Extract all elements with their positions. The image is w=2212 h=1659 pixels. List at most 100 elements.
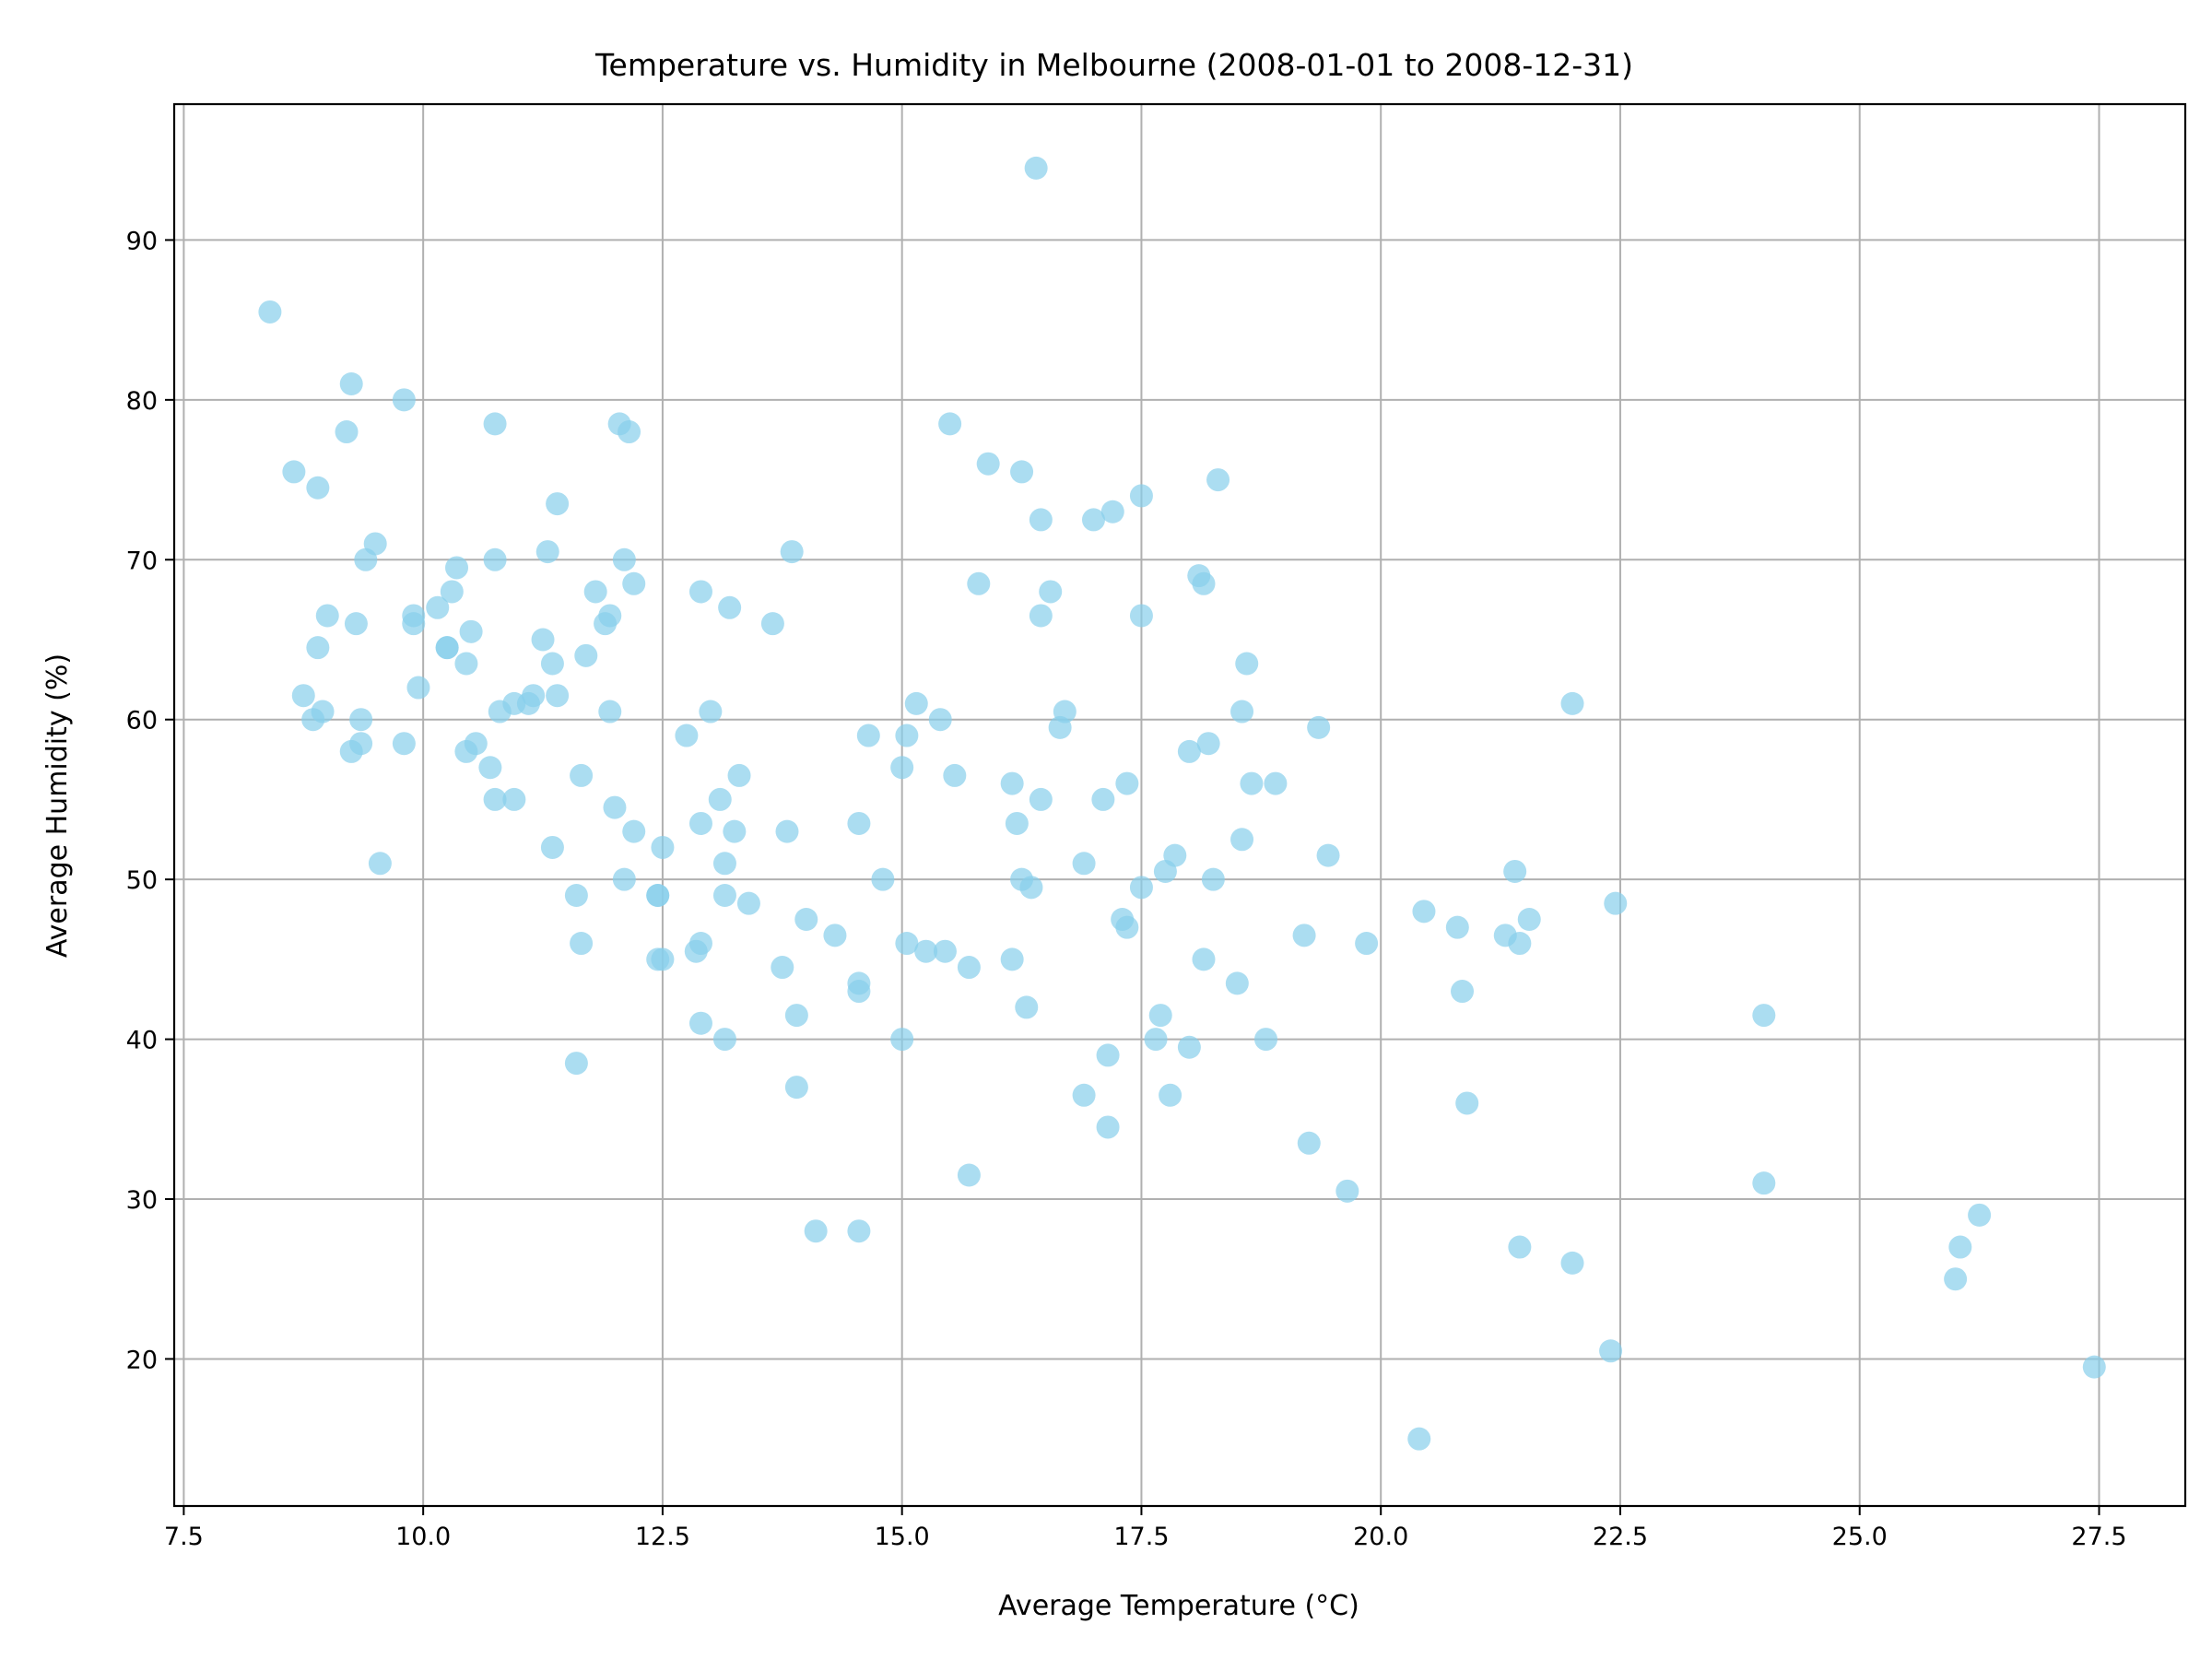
data-point	[847, 811, 871, 835]
data-point	[712, 1028, 736, 1052]
data-point	[483, 787, 507, 811]
y-tick-label: 90	[126, 227, 158, 255]
data-point	[871, 867, 895, 891]
data-point	[349, 708, 373, 732]
x-tick-label: 10.0	[395, 1523, 451, 1551]
x-tick-label: 22.5	[1593, 1523, 1648, 1551]
data-point	[1192, 571, 1216, 595]
data-point	[1335, 1179, 1359, 1203]
data-point	[914, 939, 938, 963]
data-point	[646, 883, 670, 907]
data-point	[943, 763, 967, 787]
data-point	[522, 684, 546, 708]
data-point	[1316, 843, 1340, 867]
data-point	[1029, 508, 1053, 532]
y-axis-label: Average Humidity (%)	[41, 653, 74, 958]
data-point	[574, 643, 598, 667]
data-point	[712, 883, 736, 907]
data-point	[1072, 852, 1096, 876]
data-point	[1019, 876, 1043, 900]
y-tick-label: 30	[126, 1186, 158, 1215]
data-point	[1508, 932, 1532, 956]
data-point	[564, 1052, 588, 1076]
data-point	[546, 684, 570, 708]
data-point	[339, 372, 363, 396]
data-point	[895, 932, 919, 956]
data-point	[1517, 908, 1541, 932]
data-point	[406, 676, 430, 700]
data-point	[540, 835, 564, 859]
data-point	[976, 452, 1000, 476]
data-point	[291, 684, 315, 708]
data-point	[1254, 1028, 1278, 1052]
data-point	[1144, 1028, 1168, 1052]
data-point	[483, 547, 507, 571]
data-point	[890, 756, 914, 780]
data-point	[771, 956, 794, 980]
data-point	[311, 700, 335, 724]
data-point	[603, 795, 627, 819]
data-point	[688, 580, 712, 604]
data-point	[435, 636, 459, 660]
data-point	[1129, 604, 1153, 628]
data-point	[392, 732, 416, 756]
data-point	[1235, 652, 1259, 676]
data-point	[1599, 1339, 1623, 1363]
data-point	[1230, 828, 1254, 852]
data-point	[598, 700, 622, 724]
data-point	[1206, 468, 1230, 492]
data-point	[402, 612, 426, 636]
data-point	[1196, 732, 1220, 756]
data-point	[708, 787, 732, 811]
data-point	[612, 867, 636, 891]
data-point	[718, 595, 742, 619]
data-point	[967, 571, 991, 595]
data-points	[258, 156, 2106, 1451]
y-tick-label: 60	[126, 707, 158, 735]
data-point	[1560, 691, 1584, 715]
data-point	[938, 412, 962, 436]
data-point	[847, 1219, 871, 1243]
data-point	[712, 852, 736, 876]
x-tick-label: 25.0	[1832, 1523, 1888, 1551]
data-point	[1129, 484, 1153, 508]
data-point	[426, 595, 450, 619]
data-point	[1355, 932, 1379, 956]
data-point	[1264, 771, 1288, 795]
data-point	[1503, 859, 1527, 883]
data-point	[651, 947, 675, 971]
data-point	[688, 932, 712, 956]
data-point	[570, 932, 594, 956]
data-point	[784, 1076, 808, 1100]
data-point	[933, 939, 957, 963]
data-point	[618, 420, 641, 444]
data-point	[1005, 811, 1029, 835]
data-point	[928, 708, 952, 732]
data-point	[282, 460, 306, 484]
data-point	[335, 420, 359, 444]
x-tick-label: 7.5	[164, 1523, 204, 1551]
x-tick-label: 20.0	[1353, 1523, 1408, 1551]
data-point	[1148, 1004, 1172, 1028]
data-point	[1752, 1004, 1776, 1028]
data-point	[598, 604, 622, 628]
data-point	[1177, 739, 1201, 763]
data-point	[540, 652, 564, 676]
data-point	[1053, 700, 1077, 724]
data-point	[315, 604, 339, 628]
data-point	[622, 819, 646, 843]
data-point	[1944, 1267, 1968, 1291]
data-point	[1115, 771, 1139, 795]
data-point	[564, 883, 588, 907]
x-tick-label: 12.5	[635, 1523, 690, 1551]
data-point	[736, 891, 760, 915]
y-tick-label: 50	[126, 866, 158, 895]
data-point	[1096, 1043, 1120, 1067]
data-point	[1451, 980, 1475, 1004]
y-tick-label: 40	[126, 1027, 158, 1055]
data-point	[464, 732, 488, 756]
data-point	[535, 540, 559, 564]
data-point	[1163, 843, 1187, 867]
data-point	[344, 612, 368, 636]
